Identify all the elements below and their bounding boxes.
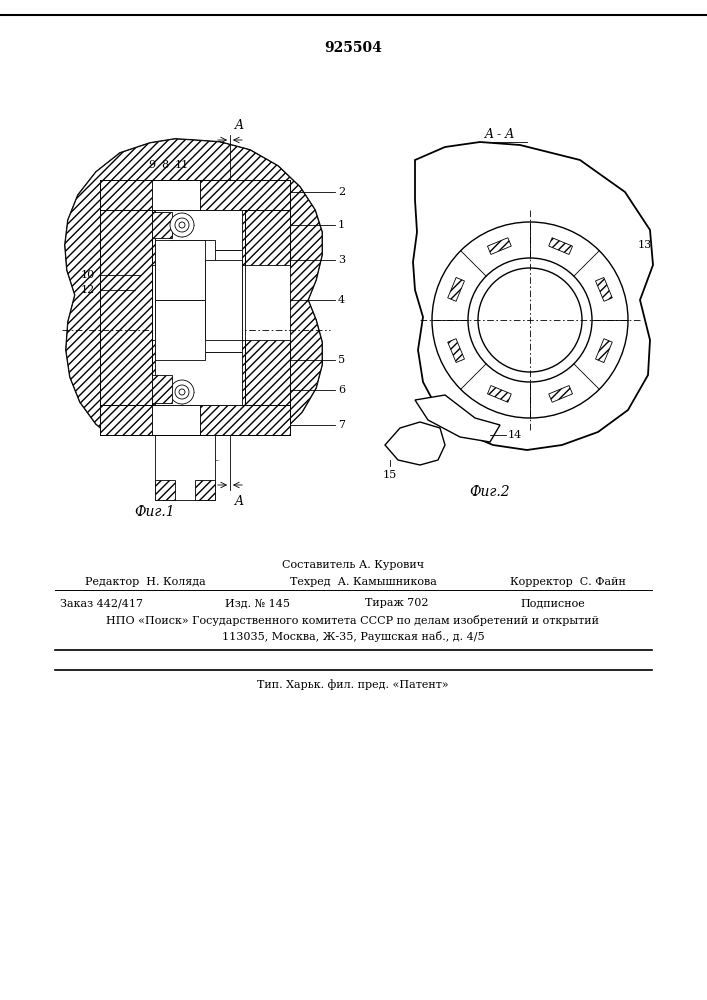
Polygon shape [415,395,500,442]
Polygon shape [488,386,511,402]
Circle shape [175,218,189,232]
Polygon shape [200,405,290,435]
Polygon shape [65,139,322,462]
Polygon shape [65,139,322,462]
Polygon shape [155,250,242,352]
Polygon shape [245,340,290,405]
Polygon shape [200,180,290,210]
Polygon shape [549,386,573,402]
Polygon shape [448,339,464,362]
Polygon shape [152,375,172,403]
Text: Подписное: Подписное [520,598,585,608]
Text: 13: 13 [638,240,653,250]
Text: 3: 3 [338,255,345,265]
Text: A: A [235,495,244,508]
Polygon shape [413,142,653,450]
Circle shape [179,222,185,228]
Polygon shape [245,210,290,265]
Polygon shape [155,240,205,300]
Circle shape [175,385,189,399]
Circle shape [432,222,628,418]
Text: 9: 9 [148,160,156,170]
Polygon shape [155,435,215,500]
Text: Техред  А. Камышникова: Техред А. Камышникова [290,577,437,587]
Text: 12: 12 [81,285,95,295]
Polygon shape [152,405,200,435]
Polygon shape [155,480,175,500]
Text: 14: 14 [508,430,522,440]
Polygon shape [100,210,152,405]
Circle shape [170,213,194,237]
Polygon shape [488,238,511,254]
Polygon shape [595,339,612,362]
Circle shape [468,258,592,382]
Text: Фиг.2: Фиг.2 [469,485,510,499]
Text: Изд. № 145: Изд. № 145 [225,598,290,608]
Text: Тираж 702: Тираж 702 [365,598,428,608]
Circle shape [179,389,185,395]
Polygon shape [152,340,200,405]
Text: 5: 5 [338,355,345,365]
Text: 4: 4 [338,295,345,305]
Text: A: A [235,119,244,132]
Circle shape [170,380,194,404]
Polygon shape [385,422,445,465]
Text: Фиг.1: Фиг.1 [135,505,175,519]
Polygon shape [152,180,200,210]
Polygon shape [155,352,242,405]
Polygon shape [549,238,573,254]
Text: Корректор  С. Файн: Корректор С. Файн [510,577,626,587]
Text: 113035, Москва, Ж-35, Раушская наб., д. 4/5: 113035, Москва, Ж-35, Раушская наб., д. … [222,632,484,643]
Polygon shape [100,180,152,210]
Text: 6: 6 [338,385,345,395]
Polygon shape [155,300,205,360]
Polygon shape [595,278,612,301]
Text: Тип. Харьк. фил. пред. «Патент»: Тип. Харьк. фил. пред. «Патент» [257,680,449,690]
Text: 10: 10 [81,270,95,280]
Text: 11: 11 [175,160,189,170]
Polygon shape [152,212,172,238]
Polygon shape [100,405,152,435]
Circle shape [478,268,582,372]
Polygon shape [195,480,215,500]
Polygon shape [155,210,242,250]
Text: 925504: 925504 [324,41,382,55]
Text: Редактор  Н. Коляда: Редактор Н. Коляда [85,577,206,587]
Polygon shape [200,210,245,265]
Polygon shape [152,210,200,265]
Text: 7: 7 [338,420,345,430]
Polygon shape [200,340,245,405]
Text: A - A: A - A [485,128,515,141]
Text: 2: 2 [338,187,345,197]
Polygon shape [448,278,464,301]
Text: 8: 8 [161,160,168,170]
Polygon shape [100,202,290,460]
Text: Составитель А. Курович: Составитель А. Курович [282,560,424,570]
Text: 1: 1 [338,220,345,230]
Polygon shape [170,240,215,280]
Polygon shape [205,260,242,340]
Text: НПО «Поиск» Государственного комитета СССР по делам изобретений и открытий: НПО «Поиск» Государственного комитета СС… [107,614,600,626]
Text: 15: 15 [383,470,397,480]
Text: Заказ 442/417: Заказ 442/417 [60,598,143,608]
